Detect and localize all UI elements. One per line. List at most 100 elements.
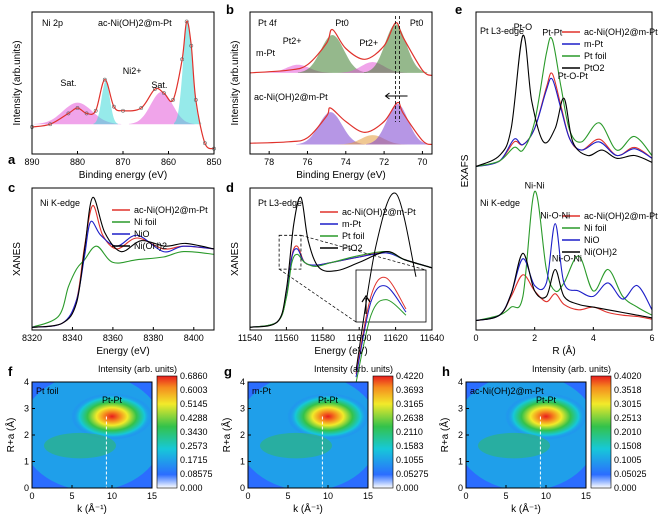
colorbar-tick-label: 0.3165 bbox=[396, 399, 424, 409]
x-tick-label: 4 bbox=[591, 333, 596, 343]
x-axis-label: Energy (eV) bbox=[96, 346, 149, 357]
ni2p-main-peak-fill bbox=[174, 21, 202, 125]
panel-label: a bbox=[8, 152, 16, 167]
data-point bbox=[152, 87, 157, 91]
x-tick-label: 11540 bbox=[238, 333, 262, 343]
x-tick-label: 11580 bbox=[311, 333, 335, 343]
y-axis-label: R+a (Å) bbox=[438, 418, 451, 453]
data-point bbox=[193, 98, 198, 102]
data-point bbox=[202, 141, 207, 146]
colorbar-title: Intensity (arb. units) bbox=[314, 364, 393, 374]
x-tick-label: 10 bbox=[323, 491, 333, 501]
x-tick-label: 8380 bbox=[143, 333, 163, 343]
x-tick-label: 2 bbox=[532, 333, 537, 343]
panel-c: 8320 8340 8360 8380 8400 Energy (eV) XANES c Ni … bbox=[8, 180, 215, 357]
y-axis-label: Intensity (arb.units) bbox=[12, 40, 23, 125]
legend-entry: NiO bbox=[134, 229, 150, 239]
colorbar-tick-label: 0.4288 bbox=[180, 413, 208, 423]
x-tick-label: 11560 bbox=[274, 333, 298, 343]
annotation: Pt0 bbox=[335, 18, 349, 28]
panel-label: h bbox=[442, 364, 450, 379]
colorbar-tick-label: 0.2573 bbox=[180, 441, 208, 451]
y-axis-label: XANES bbox=[230, 242, 241, 276]
x-axis-label: k (Å⁻¹) bbox=[511, 502, 541, 515]
exafs-line-bottom-2 bbox=[475, 223, 653, 322]
exafs-line-bottom-3 bbox=[475, 252, 653, 322]
xps-fit-line-1 bbox=[249, 101, 433, 146]
legend-entry: PtO2 bbox=[584, 63, 605, 73]
plot-frame bbox=[249, 11, 433, 155]
plot-frame bbox=[475, 11, 653, 331]
panel-label: d bbox=[226, 180, 234, 195]
ni2p-half-peak-fill bbox=[93, 81, 118, 125]
panel-title: Pt 4f bbox=[258, 18, 277, 28]
annotation: Pt-O-Pt bbox=[558, 71, 589, 81]
plot-frame bbox=[31, 187, 215, 331]
panel-d: 11540 11560 11580 11600 11620 11640 Energy (eV… bbox=[226, 180, 444, 383]
panel-title: Ni 2p bbox=[42, 18, 63, 28]
heatmap-area bbox=[32, 382, 152, 488]
panel-label: g bbox=[224, 364, 232, 379]
x-tick-label: 15 bbox=[147, 491, 157, 501]
y-axis-label: XANES bbox=[12, 242, 23, 276]
y-tick-label: 2 bbox=[240, 430, 245, 440]
data-point bbox=[112, 104, 116, 109]
colorbar-tick-label: 0.3693 bbox=[396, 385, 424, 395]
heatmap-peak bbox=[505, 393, 586, 440]
annotation: Pt2+ bbox=[359, 38, 378, 48]
x-axis-label: Binding energy (eV) bbox=[79, 170, 167, 181]
colorbar-tick-label: 0.000 bbox=[396, 483, 419, 493]
y-tick-label: 0 bbox=[240, 483, 245, 493]
exafs-line-top-1 bbox=[475, 77, 653, 168]
legend-entry: ac-Ni(OH)2@m-Pt bbox=[134, 205, 208, 215]
x-tick-label: 8320 bbox=[22, 333, 42, 343]
plot-frame bbox=[249, 187, 433, 331]
colorbar-tick-label: 0.2010 bbox=[614, 427, 642, 437]
x-tick-label: 15 bbox=[581, 491, 591, 501]
x-axis-label: k (Å⁻¹) bbox=[77, 502, 107, 515]
x-tick-label: 880 bbox=[70, 157, 85, 167]
legend-entry: Ni foil bbox=[134, 217, 157, 227]
shift-arrow bbox=[384, 92, 408, 100]
colorbar-tick-label: 0.4220 bbox=[396, 371, 424, 381]
colorbar-tick-label: 0.1508 bbox=[614, 441, 642, 451]
y-tick-label: 1 bbox=[24, 457, 29, 467]
panel-title-top: Pt L3-edge bbox=[480, 26, 524, 36]
y-axis-label: R+a (Å) bbox=[220, 418, 233, 453]
xanes-line-1 bbox=[31, 245, 215, 328]
y-tick-label: 2 bbox=[458, 430, 463, 440]
x-tick-label: 8340 bbox=[62, 333, 82, 343]
panel-title: Ni K-edge bbox=[40, 198, 80, 208]
panel-label: c bbox=[8, 180, 15, 195]
colorbar-tick-label: 0.4020 bbox=[614, 371, 642, 381]
peak-label: Pt-Pt bbox=[102, 395, 123, 405]
zoom-inset-line-3 bbox=[355, 192, 417, 371]
colorbar-tick-label: 0.6003 bbox=[180, 385, 208, 395]
annotation: Pt-Pt bbox=[542, 28, 563, 38]
annotation: Sat. bbox=[151, 80, 167, 90]
xanes-line-0 bbox=[31, 205, 215, 328]
legend-entry: ac-Ni(OH)2@m-Pt bbox=[584, 27, 658, 37]
x-tick-label: 0 bbox=[29, 491, 34, 501]
sample-label: m-Pt bbox=[252, 386, 271, 396]
x-tick-label: 72 bbox=[379, 157, 389, 167]
y-tick-label: 1 bbox=[458, 457, 463, 467]
y-tick-label: 3 bbox=[458, 404, 463, 414]
annotation: Pt0 bbox=[410, 18, 424, 28]
x-tick-label: 5 bbox=[503, 491, 508, 501]
annotation: Pt2+ bbox=[283, 36, 302, 46]
xanes-line-2 bbox=[31, 220, 215, 328]
x-tick-label: 11640 bbox=[420, 333, 444, 343]
pt0-peak-fill-top-1 bbox=[297, 35, 367, 73]
data-point bbox=[121, 108, 125, 113]
x-tick-label: 850 bbox=[206, 157, 221, 167]
legend-entry: Pt foil bbox=[342, 231, 365, 241]
data-point bbox=[102, 77, 107, 82]
x-tick-label: 11620 bbox=[383, 333, 407, 343]
colorbar-tick-label: 0.3015 bbox=[614, 399, 642, 409]
xanes-line-3 bbox=[249, 196, 433, 328]
zoom-inset-line-0 bbox=[355, 276, 407, 375]
heatmap-area bbox=[248, 382, 368, 488]
legend-entry: Ni(OH)2 bbox=[584, 247, 617, 257]
panel-a: 890 880 870 860 850 Binding energy (eV) Intens… bbox=[8, 11, 222, 181]
